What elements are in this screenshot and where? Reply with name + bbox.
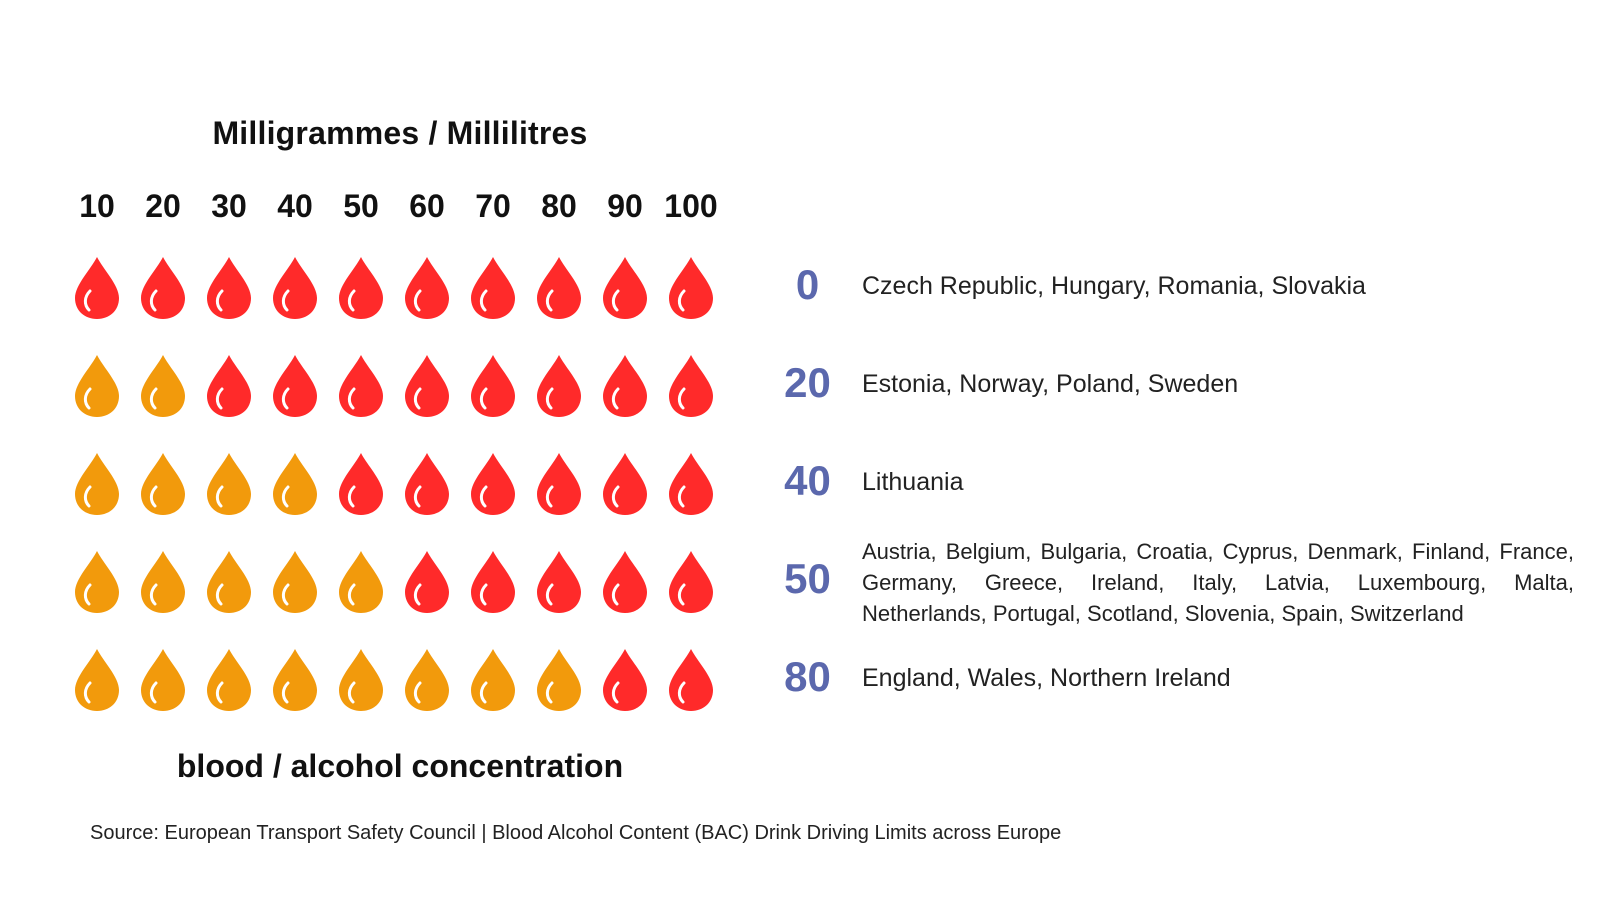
drop-grid: 10 20 30 40 50 60 70 80 90 100	[75, 188, 718, 711]
x-axis-title: blood / alcohol concentration	[176, 748, 624, 784]
blood-drop-icon	[537, 649, 581, 711]
blood-drop-icon	[141, 551, 185, 613]
source-note: Source: European Transport Safety Counci…	[90, 822, 1062, 844]
blood-drop-icon	[75, 551, 119, 613]
blood-drop-icon	[207, 649, 251, 711]
limit-value: 80	[784, 653, 831, 700]
limit-value: 20	[784, 359, 831, 406]
blood-drop-icon	[339, 551, 383, 613]
column-label: 90	[607, 188, 643, 224]
blood-drop-icon	[603, 551, 647, 613]
blood-drop-icon	[273, 257, 317, 319]
blood-drop-icon	[603, 649, 647, 711]
blood-drop-icon	[75, 453, 119, 515]
blood-drop-icon	[273, 453, 317, 515]
blood-drop-icon	[141, 257, 185, 319]
blood-drop-icon	[537, 453, 581, 515]
blood-drop-icon	[75, 257, 119, 319]
blood-drop-icon	[669, 453, 713, 515]
blood-drop-icon	[669, 649, 713, 711]
limit-value: 0	[795, 261, 820, 308]
blood-drop-icon	[141, 453, 185, 515]
blood-drop-icon	[273, 551, 317, 613]
blood-drop-icon	[273, 649, 317, 711]
blood-drop-icon	[405, 551, 449, 613]
blood-drop-icon	[339, 257, 383, 319]
blood-drop-icon	[339, 453, 383, 515]
blood-drop-icon	[405, 649, 449, 711]
blood-drop-icon	[471, 551, 515, 613]
unit-title: Milligrammes / Millilitres	[212, 115, 588, 151]
blood-drop-icon	[339, 649, 383, 711]
blood-drop-icon	[75, 649, 119, 711]
limit-countries: Lithuania	[862, 468, 964, 496]
limit-countries: Austria, Belgium, Bulgaria, Croatia, Cyp…	[862, 539, 1574, 626]
blood-drop-icon	[537, 355, 581, 417]
limit-row: 40 Lithuania	[770, 439, 1580, 529]
blood-drop-icon	[471, 257, 515, 319]
blood-drop-icon	[471, 355, 515, 417]
blood-drop-icon	[471, 649, 515, 711]
blood-drop-icon	[669, 355, 713, 417]
column-label: 70	[475, 188, 511, 224]
blood-drop-icon	[75, 355, 119, 417]
blood-drop-icon	[405, 257, 449, 319]
blood-drop-icon	[669, 257, 713, 319]
blood-drop-icon	[141, 649, 185, 711]
column-label: 60	[409, 188, 445, 224]
blood-drop-icon	[405, 453, 449, 515]
limit-value: 40	[784, 457, 831, 504]
blood-drop-icon	[603, 355, 647, 417]
blood-drop-icon	[669, 551, 713, 613]
blood-drop-icon	[405, 355, 449, 417]
blood-drop-icon	[603, 453, 647, 515]
blood-drop-icon	[207, 355, 251, 417]
blood-drop-icon	[207, 551, 251, 613]
column-label: 40	[277, 188, 313, 224]
limit-value: 50	[784, 555, 831, 602]
blood-drop-icon	[273, 355, 317, 417]
blood-drop-icon	[141, 355, 185, 417]
blood-drop-icon	[207, 257, 251, 319]
blood-drop-icon	[603, 257, 647, 319]
limit-row: 50 Austria, Belgium, Bulgaria, Croatia, C…	[770, 537, 1580, 627]
column-label: 80	[541, 188, 577, 224]
blood-drop-icon	[339, 355, 383, 417]
limit-countries: Czech Republic, Hungary, Romania, Slovak…	[862, 272, 1366, 300]
limit-row: 80 England, Wales, Northern Ireland	[770, 635, 1580, 725]
blood-drop-icon	[207, 453, 251, 515]
column-label: 10	[79, 188, 115, 224]
limit-countries: Estonia, Norway, Poland, Sweden	[862, 370, 1239, 398]
limit-row: 20 Estonia, Norway, Poland, Sweden	[770, 341, 1580, 431]
limit-row: 0 Czech Republic, Hungary, Romania, Slova…	[770, 243, 1580, 333]
column-label: 30	[211, 188, 247, 224]
limit-countries: England, Wales, Northern Ireland	[862, 664, 1231, 692]
column-label: 100	[664, 188, 718, 224]
column-label: 20	[145, 188, 181, 224]
blood-drop-icon	[537, 257, 581, 319]
column-label: 50	[343, 188, 379, 224]
blood-drop-icon	[471, 453, 515, 515]
blood-drop-icon	[537, 551, 581, 613]
